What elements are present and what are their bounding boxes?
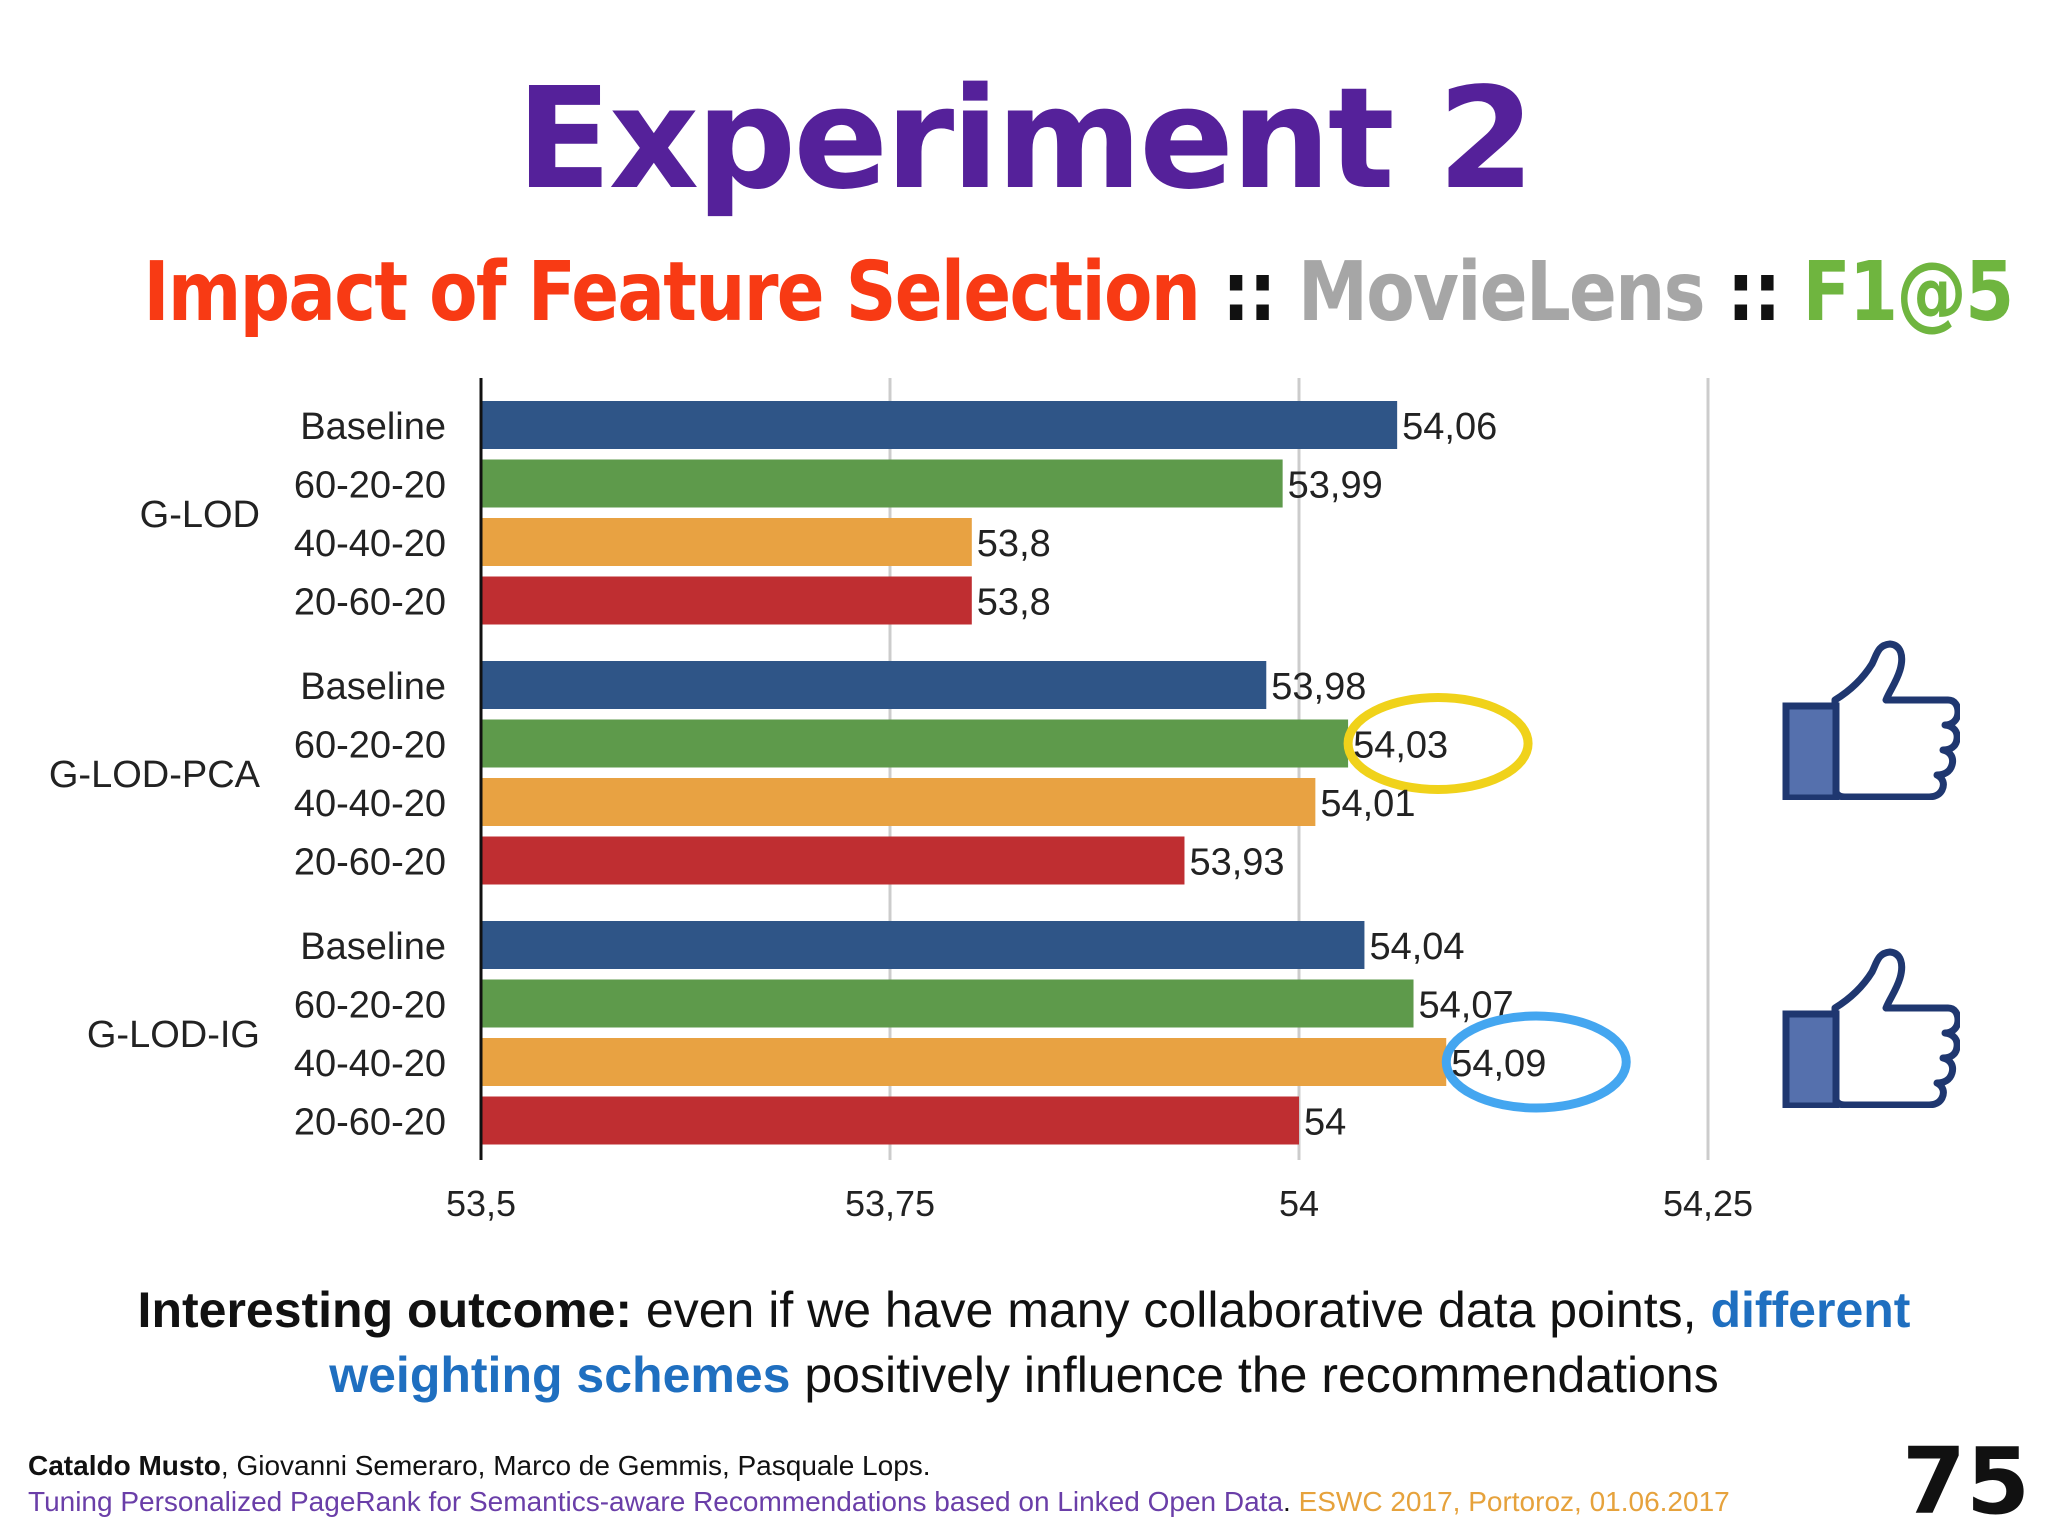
subtitle-dataset: MovieLens xyxy=(1297,245,1706,340)
bar-category-label: 40-40-20 xyxy=(294,1043,446,1085)
slide-title: Experiment 2 xyxy=(516,58,1535,221)
outcome-text: even if we have many collaborative data … xyxy=(632,1282,1711,1338)
bar-category-label: 20-60-20 xyxy=(294,582,446,624)
data-label: 53,93 xyxy=(1189,842,1284,884)
bar-category-label: Baseline xyxy=(300,666,446,708)
data-label: 53,99 xyxy=(1288,465,1383,507)
bar-chart: Baseline 54,06 60-20-20 53,99 40-40-20 53,8 20… xyxy=(49,378,1753,1224)
bar xyxy=(481,401,1398,449)
group-label: G-LOD-IG xyxy=(87,1014,260,1056)
bar-category-label: Baseline xyxy=(300,406,446,448)
citation-separator: . xyxy=(1283,1486,1299,1517)
bar xyxy=(481,979,1414,1028)
x-tick-label: 54,25 xyxy=(1663,1183,1753,1224)
bar-category-label: 60-20-20 xyxy=(294,465,446,507)
conference-venue: ESWC 2017, Portoroz, 01.06.2017 xyxy=(1298,1486,1730,1517)
slide-number: 75 xyxy=(1901,1428,2030,1535)
outcome-text: positively influence the recommendations xyxy=(790,1347,1719,1403)
bar xyxy=(481,719,1349,768)
subtitle-separator: :: xyxy=(1703,245,1803,340)
bar xyxy=(481,836,1185,885)
data-label: 54,03 xyxy=(1353,725,1448,767)
first-author: Cataldo Musto xyxy=(28,1450,221,1481)
bar xyxy=(481,576,972,625)
slide-subtitle: Impact of Feature Selection :: MovieLens… xyxy=(143,252,2014,334)
data-label: 54,04 xyxy=(1369,926,1464,968)
bar xyxy=(481,778,1316,826)
x-tick-label: 53,5 xyxy=(446,1183,516,1224)
x-tick-label: 53,75 xyxy=(845,1183,935,1224)
bar-category-label: 40-40-20 xyxy=(294,523,446,565)
highlight-circle xyxy=(1343,693,1533,794)
x-tick-label: 54 xyxy=(1279,1183,1319,1224)
bar xyxy=(481,1038,1447,1086)
data-label: 54 xyxy=(1304,1102,1346,1144)
subtitle-topic: Impact of Feature Selection xyxy=(143,245,1201,340)
outcome-emphasis: different weighting schemes xyxy=(329,1282,1911,1403)
other-authors: , Giovanni Semeraro, Marco de Gemmis, Pa… xyxy=(220,1450,931,1481)
thumbs-up-icon xyxy=(1782,640,1960,800)
bar-category-label: 60-20-20 xyxy=(294,985,446,1027)
bar-category-label: 60-20-20 xyxy=(294,725,446,767)
subtitle-separator: :: xyxy=(1199,245,1298,340)
data-label: 54,01 xyxy=(1320,783,1415,825)
data-label: 53,8 xyxy=(977,523,1051,565)
bar xyxy=(481,1096,1299,1145)
data-label: 54,06 xyxy=(1402,406,1497,448)
bar-category-label: 20-60-20 xyxy=(294,1102,446,1144)
outcome-lead: Interesting outcome: xyxy=(137,1282,633,1338)
bar-category-label: Baseline xyxy=(300,926,446,968)
outcome-statement: Interesting outcome: even if we have man… xyxy=(40,1278,2008,1408)
bar xyxy=(481,459,1283,508)
bar-category-label: 40-40-20 xyxy=(294,783,446,825)
data-label: 53,98 xyxy=(1271,666,1366,708)
author-list: Cataldo Musto, Giovanni Semeraro, Marco … xyxy=(28,1450,931,1482)
bar-category-label: 20-60-20 xyxy=(294,842,446,884)
data-label: 54,09 xyxy=(1451,1043,1546,1085)
bar xyxy=(481,921,1365,969)
subtitle-metric: F1@5 xyxy=(1802,245,2015,340)
bar xyxy=(481,661,1267,709)
data-label: 53,8 xyxy=(977,582,1051,624)
highlight-circle xyxy=(1441,1011,1631,1113)
paper-citation: Tuning Personalized PageRank for Semanti… xyxy=(28,1486,1730,1518)
group-label: G-LOD xyxy=(140,494,260,536)
thumbs-up-icon xyxy=(1782,948,1960,1108)
paper-title: Tuning Personalized PageRank for Semanti… xyxy=(28,1486,1284,1517)
bar xyxy=(481,518,972,566)
group-label: G-LOD-PCA xyxy=(49,754,261,796)
